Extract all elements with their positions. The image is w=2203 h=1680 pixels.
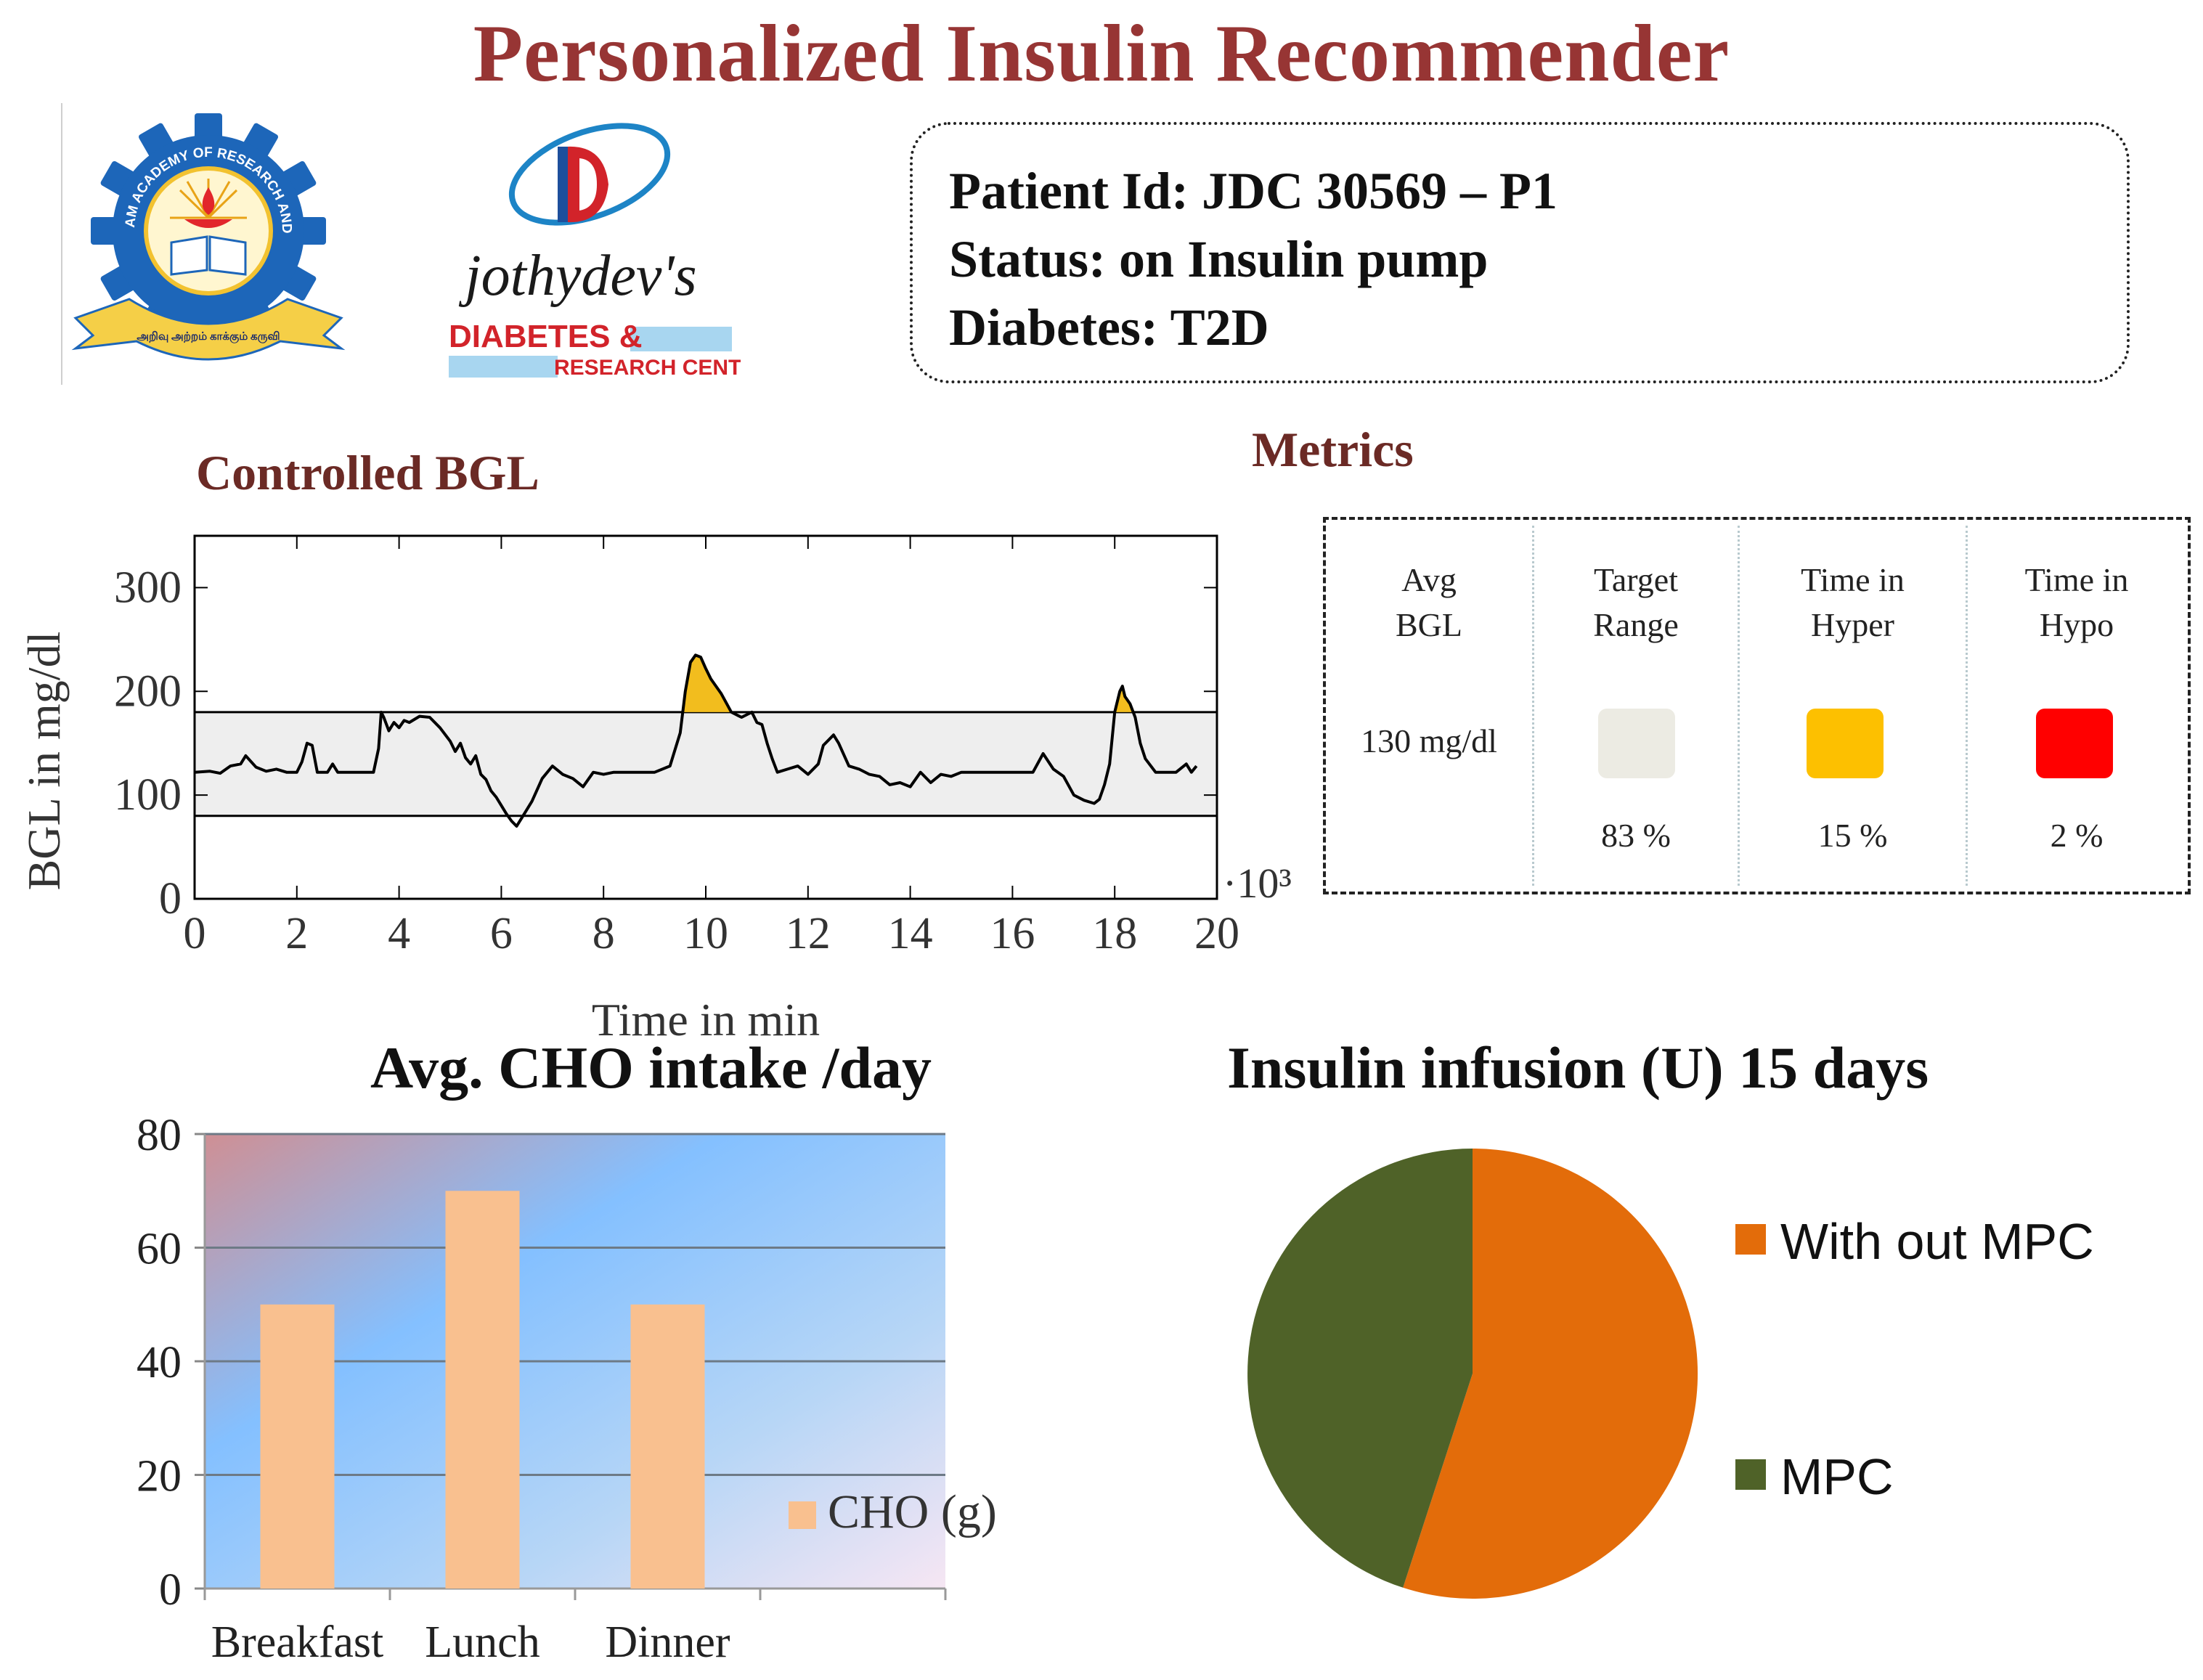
metric-divider bbox=[1738, 526, 1740, 886]
metric-time-hypo: Time in Hypo 2 % bbox=[1968, 520, 2186, 892]
metric-divider bbox=[1966, 526, 1968, 886]
page-title: Personalized Insulin Recommender bbox=[473, 9, 1730, 99]
target-band bbox=[195, 711, 1217, 816]
legend-label: CHO (g) bbox=[828, 1485, 997, 1538]
legend-label: MPC bbox=[1780, 1448, 1894, 1505]
metric-label: BGL bbox=[1396, 606, 1462, 643]
metric-divider bbox=[1532, 526, 1534, 886]
metric-label: Avg bbox=[1401, 561, 1457, 598]
jothydev-name: jothydev's bbox=[458, 244, 696, 308]
pie-slice bbox=[1403, 1149, 1698, 1599]
patient-status: Status: on Insulin pump bbox=[949, 230, 1489, 288]
x-tick-label: 16 bbox=[990, 909, 1035, 958]
bar bbox=[630, 1304, 705, 1589]
book-icon bbox=[170, 235, 247, 276]
metric-value: 2 % bbox=[2050, 817, 2104, 854]
pie-slice bbox=[1247, 1149, 1473, 1588]
metric-time-hyper: Time in Hyper 15 % bbox=[1740, 520, 1966, 892]
legend-swatch bbox=[789, 1501, 816, 1529]
x-tick-label: 6 bbox=[490, 909, 513, 958]
cho-bar-chart: 0 20 40 60 80 Breakfast Lunch Dinner CHO (g) bbox=[137, 1111, 997, 1667]
metric-label: Target bbox=[1594, 561, 1678, 598]
patient-info-box: Patient Id: JDC 30569 – P1 Status: on In… bbox=[910, 122, 2130, 383]
metric-label: Range bbox=[1593, 606, 1679, 643]
jothydev-line2: RESEARCH CENTRE bbox=[554, 356, 741, 380]
y-tick-label: 80 bbox=[137, 1111, 182, 1160]
legend-swatch bbox=[1735, 1224, 1766, 1255]
x-tick-label: 8 bbox=[593, 909, 615, 958]
jothydev-logo: jothydev's DIABETES & RESEARCH CENTRE bbox=[449, 123, 741, 380]
cho-chart-title: Avg. CHO intake /day bbox=[370, 1035, 932, 1101]
x-axis-label: Time in min bbox=[592, 994, 820, 1045]
motto-ribbon: அறிவு அற்றம் காக்கும் கருவி bbox=[71, 298, 346, 361]
x-multiplier: ·10³ bbox=[1223, 860, 1292, 907]
metric-value: 130 mg/dl bbox=[1361, 722, 1497, 759]
x-tick-label: 12 bbox=[786, 909, 831, 958]
metrics-title: Metrics bbox=[1252, 422, 1414, 477]
x-tick-label: 2 bbox=[285, 909, 308, 958]
metric-value: 15 % bbox=[1817, 817, 1888, 854]
insulin-chart-title: Insulin infusion (U) 15 days bbox=[1227, 1035, 1929, 1101]
university-motto: அறிவு அற்றம் காக்கும் கருவி bbox=[137, 330, 280, 343]
x-tick-label: 20 bbox=[1194, 909, 1239, 958]
patient-id: Patient Id: JDC 30569 – P1 bbox=[949, 162, 1557, 220]
bar bbox=[260, 1304, 335, 1589]
jothydev-line1: DIABETES & bbox=[449, 319, 642, 354]
y-tick-label: 0 bbox=[159, 874, 182, 923]
target-range-swatch bbox=[1598, 709, 1675, 778]
category-label: Breakfast bbox=[211, 1618, 384, 1667]
x-tick-label: 14 bbox=[888, 909, 933, 958]
logo-swoosh bbox=[508, 123, 671, 226]
y-axis-label: BGL in mg/dl bbox=[18, 632, 70, 891]
hyper-region bbox=[683, 655, 732, 712]
hyper-swatch bbox=[1807, 709, 1884, 778]
metric-avg-bgl: Avg BGL 130 mg/dl bbox=[1326, 520, 1532, 892]
metric-value: 83 % bbox=[1601, 817, 1671, 854]
insulin-pie-chart: With out MPC MPC bbox=[1247, 1149, 2094, 1599]
y-tick-label: 300 bbox=[114, 563, 182, 612]
hyper-region bbox=[1115, 686, 1133, 712]
y-tick-label: 60 bbox=[137, 1225, 182, 1274]
x-tick-label: 18 bbox=[1092, 909, 1137, 958]
university-logo: KALASALINGAM ACADEMY OF RESEARCH AND EDU… bbox=[62, 109, 346, 361]
metric-label: Time in bbox=[1801, 561, 1905, 598]
lamp-icon bbox=[170, 179, 247, 228]
legend-label: With out MPC bbox=[1780, 1213, 2094, 1270]
x-tick-label: 4 bbox=[388, 909, 410, 958]
bar bbox=[445, 1191, 520, 1589]
x-tick-label: 10 bbox=[683, 909, 728, 958]
logo-band-top bbox=[630, 327, 732, 351]
y-tick-label: 40 bbox=[137, 1338, 182, 1387]
metric-label: Hyper bbox=[1811, 606, 1894, 643]
bgl-series-line bbox=[194, 653, 1198, 828]
logo-divider bbox=[61, 103, 62, 385]
metric-label: Hypo bbox=[2039, 606, 2114, 643]
metric-target-range: Target Range 83 % bbox=[1534, 520, 1738, 892]
y-tick-label: 100 bbox=[114, 770, 182, 820]
hypo-swatch bbox=[2036, 709, 2113, 778]
legend-swatch bbox=[1735, 1459, 1766, 1490]
y-tick-label: 200 bbox=[114, 666, 182, 716]
bgl-chart-title: Controlled BGL bbox=[196, 445, 539, 500]
category-label: Lunch bbox=[425, 1618, 539, 1667]
x-tick-label: 0 bbox=[184, 909, 206, 958]
category-label: Dinner bbox=[605, 1618, 730, 1667]
logo-band-bottom bbox=[449, 356, 558, 378]
y-tick-label: 0 bbox=[159, 1565, 182, 1615]
y-tick-label: 20 bbox=[137, 1452, 182, 1501]
metric-label: Time in bbox=[2024, 561, 2129, 598]
dd-monogram-icon bbox=[558, 146, 608, 223]
patient-diabetes: Diabetes: T2D bbox=[949, 298, 1269, 356]
metrics-table: Avg BGL 130 mg/dl Target Range 83 % Time i… bbox=[1323, 517, 2191, 894]
